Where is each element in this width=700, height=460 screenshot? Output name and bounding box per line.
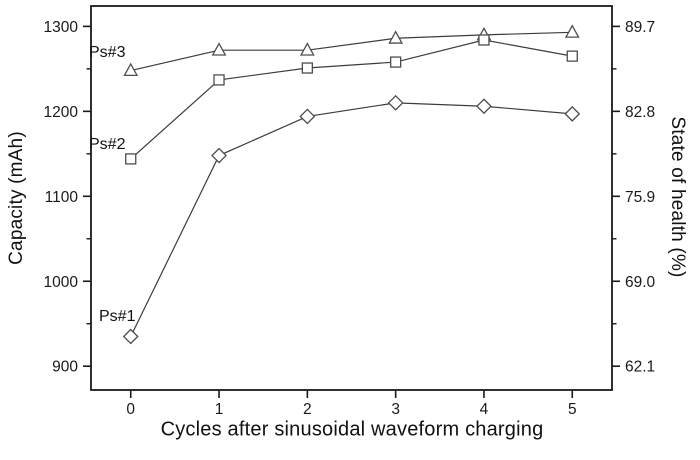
y-axis-title: Capacity (mAh) (6, 131, 27, 265)
y2-axis-tick-label: 75.9 (625, 189, 655, 206)
y2-axis-tick-label: 62.1 (625, 359, 655, 376)
marker-triangle-ps3 (211, 42, 227, 56)
x-axis-tick-label: 0 (126, 401, 135, 418)
y-axis-tick-label: 1100 (45, 189, 79, 206)
marker-triangle-ps3 (388, 30, 404, 44)
marker-diamond-ps1 (211, 147, 227, 164)
y-axis-tick-label: 1200 (44, 104, 79, 121)
x-axis-tick-label: 2 (303, 401, 312, 418)
marker-triangle-ps3 (123, 62, 139, 77)
y2-axis-title: State of health (%) (667, 116, 688, 278)
marker-diamond-ps1 (122, 328, 139, 345)
series-line-ps1 (130, 102, 573, 337)
marker-diamond-ps1 (387, 94, 404, 111)
marker-square-ps2 (213, 74, 225, 86)
marker-triangle-ps3 (564, 24, 580, 38)
y2-axis-tick-label: 82.8 (625, 104, 655, 121)
x-axis-tick-label: 4 (480, 401, 489, 418)
series-line-ps3 (130, 31, 573, 72)
marker-square-ps2 (125, 153, 137, 165)
marker-diamond-ps1 (564, 105, 581, 122)
marker-square-ps2 (566, 50, 578, 62)
x-axis-tick-label: 3 (391, 401, 400, 418)
marker-diamond-ps1 (299, 108, 316, 125)
x-axis-title: Cycles after sinusoidal waveform chargin… (160, 418, 544, 441)
marker-square-ps2 (478, 34, 490, 46)
marker-triangle-ps3 (299, 42, 315, 56)
x-axis-tick-label: 5 (568, 401, 577, 418)
marker-square-ps2 (390, 56, 402, 68)
series-line-ps2 (130, 39, 573, 160)
y-axis-tick-label: 1300 (44, 19, 79, 36)
y-axis-tick-label: 1000 (44, 274, 79, 291)
x-axis-tick-label: 1 (215, 401, 224, 418)
marker-diamond-ps1 (476, 98, 492, 115)
y-axis-tick-label: 900 (52, 359, 78, 376)
y2-axis-tick-label: 89.7 (625, 19, 655, 36)
series-label-ps3: Ps#3 (89, 44, 126, 61)
marker-square-ps2 (301, 62, 313, 74)
plot-border (90, 5, 613, 391)
series-label-ps1: Ps#1 (99, 308, 136, 325)
y2-axis-tick-label: 69.0 (625, 274, 656, 291)
series-label-ps2: Ps#2 (89, 136, 126, 153)
